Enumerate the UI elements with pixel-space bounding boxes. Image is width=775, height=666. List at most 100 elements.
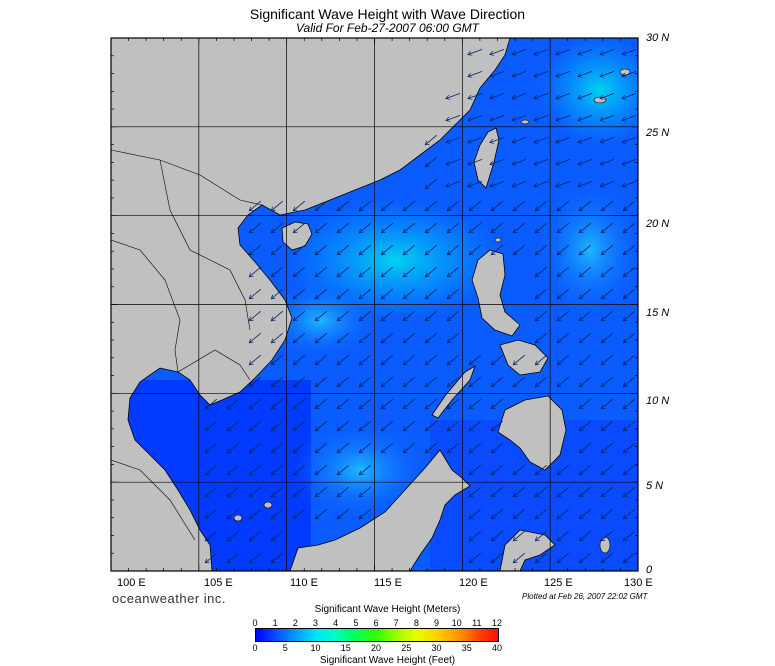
wave-direction-arrow bbox=[534, 137, 549, 142]
wave-direction-arrow bbox=[513, 508, 526, 519]
wave-direction-arrow bbox=[271, 508, 284, 519]
borneo-island bbox=[289, 449, 471, 571]
wave-direction-arrow bbox=[249, 310, 262, 321]
wave-direction-arrow bbox=[359, 200, 372, 211]
wave-direction-arrow bbox=[512, 93, 527, 98]
wave-direction-arrow bbox=[381, 398, 394, 409]
wave-direction-arrow bbox=[249, 508, 262, 519]
legend-meter-tick: 3 bbox=[312, 618, 318, 628]
wave-direction-arrow bbox=[425, 442, 438, 453]
wave-direction-arrow bbox=[271, 398, 284, 409]
wave-direction-arrow bbox=[579, 420, 592, 431]
wave-direction-arrow bbox=[359, 310, 372, 321]
wave-direction-arrow bbox=[623, 442, 636, 453]
wave-direction-arrow bbox=[578, 159, 593, 164]
wave-direction-arrow bbox=[249, 288, 262, 299]
ne-high-zone bbox=[540, 38, 638, 145]
wave-direction-arrow bbox=[403, 420, 416, 431]
wave-direction-arrow bbox=[491, 222, 504, 233]
wave-direction-arrow bbox=[293, 486, 306, 497]
wave-direction-arrow bbox=[293, 310, 306, 321]
wave-direction-arrow bbox=[578, 49, 593, 54]
wave-direction-arrow bbox=[381, 442, 394, 453]
wave-direction-arrow bbox=[622, 159, 637, 164]
wave-direction-arrow bbox=[381, 200, 394, 211]
wave-direction-arrow bbox=[513, 376, 526, 387]
wave-direction-arrow bbox=[491, 244, 504, 255]
wave-direction-arrow bbox=[447, 354, 460, 365]
wave-direction-arrow bbox=[205, 530, 218, 541]
wave-direction-arrow bbox=[512, 49, 527, 54]
wave-direction-arrow bbox=[491, 398, 504, 409]
country-borders bbox=[111, 149, 263, 541]
wave-direction-arrow bbox=[535, 530, 548, 541]
wave-direction-arrow bbox=[315, 464, 328, 475]
wave-direction-arrow bbox=[293, 244, 306, 255]
chart-title: Significant Wave Height with Wave Direct… bbox=[249, 6, 526, 22]
legend-meter-tick: 12 bbox=[491, 618, 502, 628]
wave-direction-arrow bbox=[447, 200, 460, 211]
wave-direction-arrow bbox=[381, 376, 394, 387]
wave-direction-arrow bbox=[425, 266, 438, 277]
wave-direction-arrow bbox=[403, 310, 416, 321]
wave-direction-arrow bbox=[403, 332, 416, 343]
wave-direction-arrow bbox=[535, 332, 548, 343]
wave-direction-arrow bbox=[557, 310, 570, 321]
wave-direction-arrow bbox=[623, 530, 636, 541]
wave-direction-arrow bbox=[623, 266, 636, 277]
wave-direction-arrow bbox=[315, 332, 328, 343]
wave-direction-arrow bbox=[623, 354, 636, 365]
wave-direction-arrow bbox=[315, 508, 328, 519]
wave-direction-arrow bbox=[337, 310, 350, 321]
wave-direction-arrow bbox=[271, 222, 284, 233]
wave-direction-arrow bbox=[512, 159, 527, 164]
wave-direction-arrow bbox=[249, 376, 262, 387]
wave-direction-arrow bbox=[249, 244, 262, 255]
wave-direction-arrow bbox=[469, 200, 482, 211]
wave-direction-arrow bbox=[490, 181, 505, 186]
wave-direction-arrow bbox=[512, 115, 527, 120]
wave-direction-arrow bbox=[469, 398, 482, 409]
wave-direction-arrow bbox=[578, 71, 593, 76]
wave-direction-arrow bbox=[579, 464, 592, 475]
lat-label-20: 20 N bbox=[646, 218, 670, 230]
wave-direction-arrow bbox=[446, 159, 461, 164]
wave-direction-arrow bbox=[535, 310, 548, 321]
legend-meter-tick: 11 bbox=[472, 618, 482, 628]
wave-direction-arrow bbox=[359, 420, 372, 431]
wave-direction-arrow bbox=[600, 71, 615, 76]
wave-direction-arrow bbox=[271, 310, 284, 321]
wave-direction-arrow bbox=[601, 310, 614, 321]
lon-label-115: 115 E bbox=[374, 577, 402, 589]
wave-direction-arrow bbox=[337, 288, 350, 299]
wave-direction-arrow bbox=[403, 222, 416, 233]
wave-direction-arrow bbox=[425, 376, 438, 387]
wave-direction-arrow bbox=[271, 486, 284, 497]
legend-feet-tick: 0 bbox=[252, 643, 258, 653]
wave-direction-arrow bbox=[446, 137, 461, 142]
legend-feet-tick: 15 bbox=[340, 643, 351, 653]
wave-direction-arrow bbox=[447, 222, 460, 233]
wave-direction-arrow bbox=[513, 200, 526, 211]
wave-direction-arrow bbox=[623, 222, 636, 233]
legend-meter-tick: 6 bbox=[373, 618, 379, 628]
wave-direction-arrow bbox=[425, 398, 438, 409]
legend-meter-tick: 7 bbox=[393, 618, 399, 628]
wave-direction-arrow bbox=[579, 398, 592, 409]
wave-direction-arrow bbox=[249, 398, 262, 409]
wave-direction-arrow bbox=[271, 376, 284, 387]
wave-direction-arrow bbox=[600, 115, 615, 120]
wave-direction-arrow bbox=[446, 115, 461, 120]
wave-direction-arrow bbox=[601, 376, 614, 387]
wave-direction-arrow bbox=[315, 420, 328, 431]
wave-direction-arrow bbox=[535, 266, 548, 277]
wave-direction-arrow bbox=[601, 398, 614, 409]
wave-direction-arrow bbox=[491, 200, 504, 211]
wave-direction-arrow bbox=[271, 464, 284, 475]
wave-direction-arrow bbox=[315, 200, 328, 211]
wave-direction-arrow bbox=[315, 288, 328, 299]
wave-direction-arrow bbox=[293, 288, 306, 299]
wave-direction-arrow bbox=[403, 376, 416, 387]
wave-direction-arrow bbox=[534, 159, 549, 164]
